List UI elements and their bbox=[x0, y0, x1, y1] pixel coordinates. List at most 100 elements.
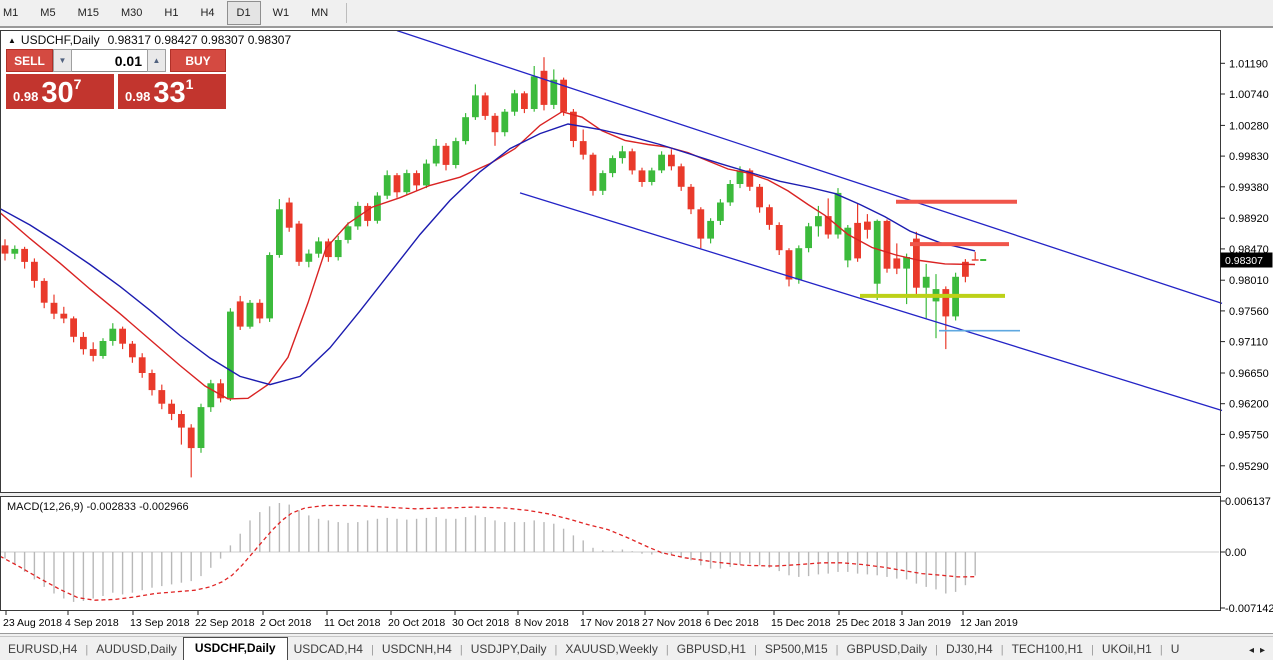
lot-size-input[interactable] bbox=[72, 49, 147, 72]
svg-text:17 Nov 2018: 17 Nov 2018 bbox=[580, 617, 640, 629]
svg-text:-0.007142: -0.007142 bbox=[1225, 603, 1273, 615]
tab-separator: | bbox=[1000, 644, 1004, 656]
chart-tab-gbpusd-daily[interactable]: GBPUSD,Daily bbox=[846, 642, 928, 656]
svg-text:0.97560: 0.97560 bbox=[1229, 306, 1269, 318]
sell-button[interactable]: SELL bbox=[6, 49, 53, 72]
timeframe-button-mn[interactable]: MN bbox=[301, 1, 338, 25]
one-click-row-top: SELL ▼ ▲ BUY bbox=[6, 49, 230, 72]
tab-separator: | bbox=[754, 644, 757, 656]
chart-background bbox=[0, 28, 1273, 634]
sell-price-big: 30 bbox=[41, 77, 74, 109]
macd-scale[interactable]: 0.006137 0.00 -0.007142 bbox=[1220, 496, 1273, 615]
svg-text:11 Oct 2018: 11 Oct 2018 bbox=[324, 617, 381, 629]
chart-tab-dj30-h4[interactable]: DJ30,H4 bbox=[946, 642, 993, 656]
chart-tab-eurusd-h4[interactable]: EURUSD,H4 bbox=[8, 642, 78, 656]
svg-text:1.01190: 1.01190 bbox=[1229, 58, 1268, 70]
tab-scroll-left-icon[interactable]: ◂ bbox=[1248, 645, 1254, 656]
ma-slow-line bbox=[0, 123, 976, 386]
buy-price-box[interactable]: 0.98 33 1 bbox=[118, 74, 226, 109]
svg-text:6 Dec 2018: 6 Dec 2018 bbox=[705, 617, 759, 629]
chart-tab-sp500-m15[interactable]: SP500,M15 bbox=[764, 642, 828, 656]
trendline-lower[interactable] bbox=[519, 192, 1223, 412]
chart-tab-usdchf-daily[interactable]: USDCHF,Daily bbox=[182, 637, 288, 660]
tab-separator: | bbox=[370, 644, 374, 656]
timeframe-button-h1[interactable]: H1 bbox=[154, 1, 188, 25]
svg-text:0.97110: 0.97110 bbox=[1229, 337, 1268, 349]
sell-price-sup: 7 bbox=[73, 76, 82, 92]
timeframe-button-m5[interactable]: M5 bbox=[30, 1, 65, 25]
chart-tab-usdjpy-daily[interactable]: USDJPY,Daily bbox=[470, 642, 547, 656]
svg-text:0.99830: 0.99830 bbox=[1229, 151, 1269, 163]
collapse-panel-icon[interactable]: ▲ bbox=[8, 36, 16, 45]
svg-text:0.96200: 0.96200 bbox=[1229, 399, 1269, 411]
tab-separator: | bbox=[935, 644, 939, 656]
one-click-trading-panel: SELL ▼ ▲ BUY 0.98 30 7 0.98 33 1 bbox=[6, 49, 230, 109]
lot-increase-button[interactable]: ▲ bbox=[147, 49, 166, 72]
tab-scroll-right-icon[interactable]: ▸ bbox=[1259, 645, 1265, 656]
svg-text:20 Oct 2018: 20 Oct 2018 bbox=[388, 617, 445, 629]
candlestick-series bbox=[1, 57, 979, 478]
svg-text:1.00740: 1.00740 bbox=[1229, 89, 1269, 101]
chart-tab-tech100-h1[interactable]: TECH100,H1 bbox=[1011, 642, 1083, 656]
one-click-row-prices: 0.98 30 7 0.98 33 1 bbox=[6, 74, 230, 109]
timeframe-button-m15[interactable]: M15 bbox=[68, 1, 109, 25]
svg-text:12 Jan 2019: 12 Jan 2019 bbox=[960, 617, 1018, 629]
svg-text:0.00: 0.00 bbox=[1225, 547, 1246, 559]
tab-separator: | bbox=[665, 644, 669, 656]
sell-price-small: 0.98 bbox=[13, 89, 39, 104]
chart-title: ▲ USDCHF,Daily 0.98317 0.98427 0.98307 0.9… bbox=[8, 33, 291, 47]
chart-tab-usdcnh-h4[interactable]: USDCNH,H4 bbox=[381, 642, 452, 656]
tab-separator: | bbox=[554, 644, 558, 656]
timeframe-button-w1[interactable]: W1 bbox=[263, 1, 300, 25]
chart-tab-u[interactable]: U bbox=[1170, 642, 1180, 656]
chart-symbol-label: USDCHF,Daily bbox=[20, 33, 100, 47]
buy-button[interactable]: BUY bbox=[170, 49, 226, 72]
svg-text:0.95750: 0.95750 bbox=[1229, 429, 1269, 441]
svg-text:8 Nov 2018: 8 Nov 2018 bbox=[515, 617, 569, 629]
chart-tab-bar: EURUSD,H4 | AUDUSD,Daily USDCHF,Daily USDCAD… bbox=[0, 636, 1273, 660]
pane-divider[interactable] bbox=[0, 493, 1221, 496]
svg-text:0.98920: 0.98920 bbox=[1229, 213, 1269, 225]
chart-tab-audusd-daily[interactable]: AUDUSD,Daily bbox=[96, 642, 177, 656]
chart-tab-xauusd-weekly[interactable]: XAUUSD,Weekly bbox=[565, 642, 658, 656]
chart-tab-ukoil-h1[interactable]: UKOil,H1 bbox=[1101, 642, 1152, 656]
tab-separator: | bbox=[1159, 644, 1163, 656]
svg-text:1.00280: 1.00280 bbox=[1229, 120, 1269, 132]
svg-text:30 Oct 2018: 30 Oct 2018 bbox=[452, 617, 509, 629]
macd-indicator-label: MACD(12,26,9) -0.002833 -0.002966 bbox=[7, 501, 189, 513]
timeframe-toolbar: M1 M5 M15 M30 H1 H4 D1 W1 MN bbox=[0, 0, 1273, 28]
tab-separator: | bbox=[459, 644, 463, 656]
svg-text:0.95290: 0.95290 bbox=[1229, 461, 1269, 473]
svg-text:3 Jan 2019: 3 Jan 2019 bbox=[899, 617, 951, 629]
lot-decrease-button[interactable]: ▼ bbox=[53, 49, 72, 72]
timeframe-button-m30[interactable]: M30 bbox=[111, 1, 152, 25]
svg-text:2 Oct 2018: 2 Oct 2018 bbox=[260, 617, 312, 629]
buy-price-big: 33 bbox=[153, 77, 186, 109]
timeframe-button-h4[interactable]: H4 bbox=[190, 1, 224, 25]
chart-tab-gbpusd-h1[interactable]: GBPUSD,H1 bbox=[676, 642, 747, 656]
buy-price-sup: 1 bbox=[185, 76, 194, 92]
svg-text:0.99380: 0.99380 bbox=[1229, 182, 1269, 194]
toolbar-separator bbox=[346, 3, 348, 23]
chart-tab-usdcad-h4[interactable]: USDCAD,H4 bbox=[293, 642, 363, 656]
timeframe-button-d1[interactable]: D1 bbox=[226, 1, 261, 25]
macd-signal-line bbox=[0, 504, 976, 601]
svg-text:15 Dec 2018: 15 Dec 2018 bbox=[771, 617, 831, 629]
chart-ohlc-values: 0.98317 0.98427 0.98307 0.98307 bbox=[107, 33, 292, 47]
tab-scroll-controls: ◂ ▸ bbox=[1243, 645, 1271, 660]
ma-fast-line bbox=[0, 110, 976, 400]
svg-text:0.98307: 0.98307 bbox=[1225, 255, 1263, 267]
svg-text:23 Aug 2018: 23 Aug 2018 bbox=[3, 617, 62, 629]
svg-text:0.98010: 0.98010 bbox=[1229, 275, 1269, 287]
svg-text:4 Sep 2018: 4 Sep 2018 bbox=[65, 617, 119, 629]
current-price-badge: 0.98307 bbox=[1220, 252, 1273, 268]
sell-price-box[interactable]: 0.98 30 7 bbox=[6, 74, 114, 109]
svg-text:0.96650: 0.96650 bbox=[1229, 368, 1269, 380]
svg-text:25 Dec 2018: 25 Dec 2018 bbox=[836, 617, 896, 629]
timeframe-button-m1[interactable]: M1 bbox=[0, 1, 28, 25]
tab-separator: | bbox=[85, 644, 89, 656]
trendline-upper[interactable] bbox=[396, 29, 1223, 305]
time-scale[interactable]: 23 Aug 2018 4 Sep 2018 13 Sep 2018 22 Sep 2… bbox=[3, 611, 1018, 629]
svg-text:27 Nov 2018: 27 Nov 2018 bbox=[642, 617, 702, 629]
